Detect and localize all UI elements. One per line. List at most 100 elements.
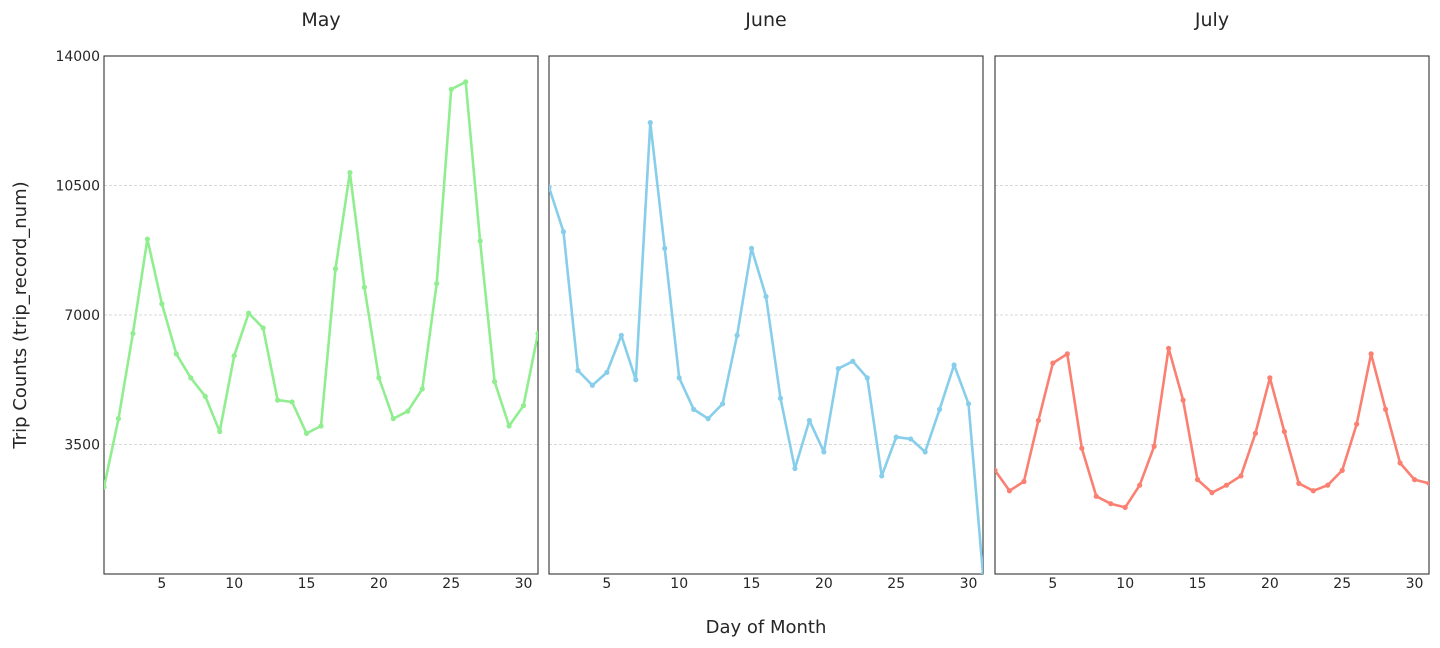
data-point (850, 358, 856, 364)
series-may (104, 79, 538, 490)
x-tick-label: 30 (1406, 576, 1424, 592)
y-axis-label: Trip Counts (trip_record_num) (10, 181, 31, 449)
data-point (1122, 504, 1128, 510)
data-point (589, 382, 596, 388)
data-point (1267, 375, 1273, 381)
data-point (144, 236, 150, 242)
data-point (1209, 490, 1215, 496)
data-point (376, 375, 382, 381)
data-point (908, 436, 914, 442)
panel-frame (994, 55, 1430, 575)
x-tick-label: 5 (1048, 576, 1057, 592)
data-point (1310, 488, 1316, 494)
data-point (821, 449, 827, 455)
data-point (937, 406, 943, 412)
x-tick-label: 30 (515, 576, 533, 592)
data-point (347, 169, 353, 176)
data-point (806, 417, 813, 424)
data-point (705, 416, 711, 422)
y-tick-label: 3500 (64, 438, 100, 454)
series-line (995, 346, 1429, 509)
data-point (1079, 445, 1085, 451)
data-point (448, 86, 454, 92)
x-tick-label: 15 (298, 576, 316, 592)
data-point (1252, 430, 1258, 436)
series-july (995, 345, 1429, 510)
panel-title: July (1194, 9, 1229, 31)
x-tick-label: 5 (157, 576, 166, 592)
data-point (748, 245, 755, 251)
x-tick-label: 25 (442, 576, 460, 592)
data-point (1108, 501, 1114, 507)
data-point (922, 449, 928, 455)
data-point (1166, 345, 1172, 351)
data-point (130, 330, 136, 337)
data-point (1093, 493, 1099, 499)
panel-title: May (301, 9, 340, 31)
data-point (173, 351, 179, 357)
x-tick-label: 20 (1261, 576, 1279, 592)
data-point (492, 379, 498, 385)
data-point (390, 416, 396, 422)
x-axis-label: Day of Month (706, 617, 827, 638)
data-point (1006, 488, 1013, 494)
data-point (879, 473, 885, 479)
data-point (575, 367, 581, 374)
data-point (188, 375, 194, 381)
data-point (1238, 473, 1244, 479)
data-point (1194, 477, 1201, 483)
panel-may: May 5 10 15 20 25 30 3500 7000 10500 14000 (55, 9, 539, 592)
x-tick-label: 25 (887, 576, 905, 592)
data-point (159, 301, 165, 307)
data-point (1064, 351, 1070, 357)
x-tick-label: 25 (1333, 576, 1351, 592)
y-tick-label: 7000 (64, 308, 100, 324)
data-point (560, 229, 567, 235)
x-tick-label: 15 (743, 576, 761, 592)
data-point (633, 377, 639, 383)
panel-july: July 5 10 15 20 25 30 (994, 9, 1430, 592)
data-point (995, 467, 998, 473)
data-point (1180, 397, 1186, 403)
data-point (965, 401, 972, 407)
data-point (864, 375, 870, 381)
data-point (647, 120, 653, 126)
data-point (1050, 360, 1056, 366)
data-point (289, 399, 295, 405)
data-point (1223, 482, 1230, 488)
data-point (231, 353, 237, 359)
data-point (676, 375, 682, 381)
data-point (1035, 417, 1041, 424)
data-point (361, 284, 367, 290)
data-point (763, 293, 769, 300)
data-point (662, 245, 668, 251)
panel-june: June 5 10 15 20 25 30 (548, 9, 984, 592)
data-point (1296, 480, 1302, 486)
data-point (1339, 467, 1345, 473)
data-point (1397, 460, 1403, 466)
x-tick-label: 20 (370, 576, 388, 592)
x-tick-label: 30 (960, 576, 978, 592)
panel-frame (103, 55, 539, 575)
x-tick-label: 10 (1116, 576, 1134, 592)
data-point (246, 310, 252, 316)
x-tick-label: 10 (225, 576, 243, 592)
data-point (1281, 428, 1287, 435)
x-tick-label: 10 (670, 576, 688, 592)
data-point (463, 79, 469, 85)
data-point (1137, 482, 1143, 488)
series-line (549, 121, 983, 574)
x-tick-label: 20 (815, 576, 833, 592)
data-point (332, 266, 339, 272)
data-point (115, 416, 122, 422)
x-tick-label: 15 (1189, 576, 1207, 592)
data-point (1368, 351, 1374, 357)
y-tick-label: 14000 (55, 49, 100, 65)
data-point (720, 401, 726, 407)
data-point (477, 238, 483, 244)
data-point (275, 397, 281, 403)
data-point (1151, 443, 1157, 449)
panel-title: June (744, 9, 786, 31)
data-point (104, 484, 107, 490)
